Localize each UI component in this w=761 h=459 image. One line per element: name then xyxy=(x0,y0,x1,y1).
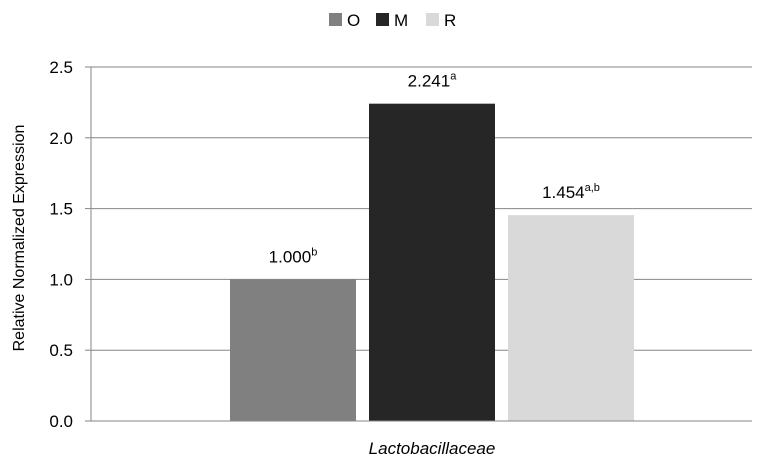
legend-label-O: O xyxy=(347,11,360,30)
y-axis-ticks: 0.0 0.5 1.0 1.5 2.0 2.5 xyxy=(49,58,91,431)
data-label-R: 1.454a,b xyxy=(542,182,600,202)
y-tick-label: 2.5 xyxy=(49,58,73,77)
data-label-O: 1.000b xyxy=(269,246,318,266)
y-tick-label: 1.0 xyxy=(49,270,73,289)
data-labels: 1.000b 2.241a 1.454a,b xyxy=(269,71,600,267)
bar-M xyxy=(369,103,495,421)
category-label: Lactobacillaceae xyxy=(369,439,496,458)
y-tick-label: 0.5 xyxy=(49,341,73,360)
bar-O xyxy=(230,279,356,421)
data-label-M: 2.241a xyxy=(408,71,458,91)
y-tick-label: 1.5 xyxy=(49,200,73,219)
legend-swatch-R xyxy=(426,13,439,26)
legend-swatch-O xyxy=(329,13,342,26)
y-tick-label: 0.0 xyxy=(49,412,73,431)
legend-label-R: R xyxy=(444,11,456,30)
bars xyxy=(230,103,634,421)
legend-label-M: M xyxy=(394,11,408,30)
legend-swatch-M xyxy=(376,13,389,26)
y-tick-label: 2.0 xyxy=(49,129,73,148)
bar-R xyxy=(508,215,634,421)
y-axis-title: Relative Normalized Expression xyxy=(11,125,28,352)
